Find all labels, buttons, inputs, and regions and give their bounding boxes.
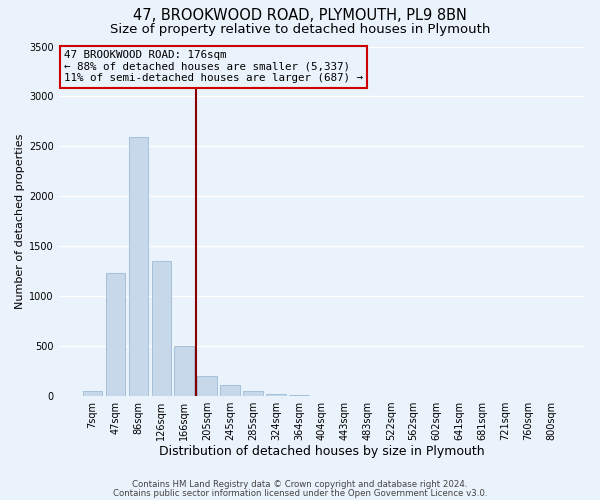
Text: Size of property relative to detached houses in Plymouth: Size of property relative to detached ho… xyxy=(110,22,490,36)
Bar xyxy=(128,138,148,396)
Text: Contains public sector information licensed under the Open Government Licence v3: Contains public sector information licen… xyxy=(113,489,487,498)
Bar xyxy=(106,273,125,396)
Text: 47 BROOKWOOD ROAD: 176sqm
← 88% of detached houses are smaller (5,337)
11% of se: 47 BROOKWOOD ROAD: 176sqm ← 88% of detac… xyxy=(64,50,363,83)
Text: 47, BROOKWOOD ROAD, PLYMOUTH, PL9 8BN: 47, BROOKWOOD ROAD, PLYMOUTH, PL9 8BN xyxy=(133,8,467,22)
Bar xyxy=(152,261,171,396)
Y-axis label: Number of detached properties: Number of detached properties xyxy=(15,134,25,309)
X-axis label: Distribution of detached houses by size in Plymouth: Distribution of detached houses by size … xyxy=(159,444,485,458)
Bar xyxy=(83,391,102,396)
Bar xyxy=(197,376,217,396)
Bar xyxy=(244,391,263,396)
Text: Contains HM Land Registry data © Crown copyright and database right 2024.: Contains HM Land Registry data © Crown c… xyxy=(132,480,468,489)
Bar xyxy=(266,394,286,396)
Bar xyxy=(175,346,194,396)
Bar xyxy=(220,385,240,396)
